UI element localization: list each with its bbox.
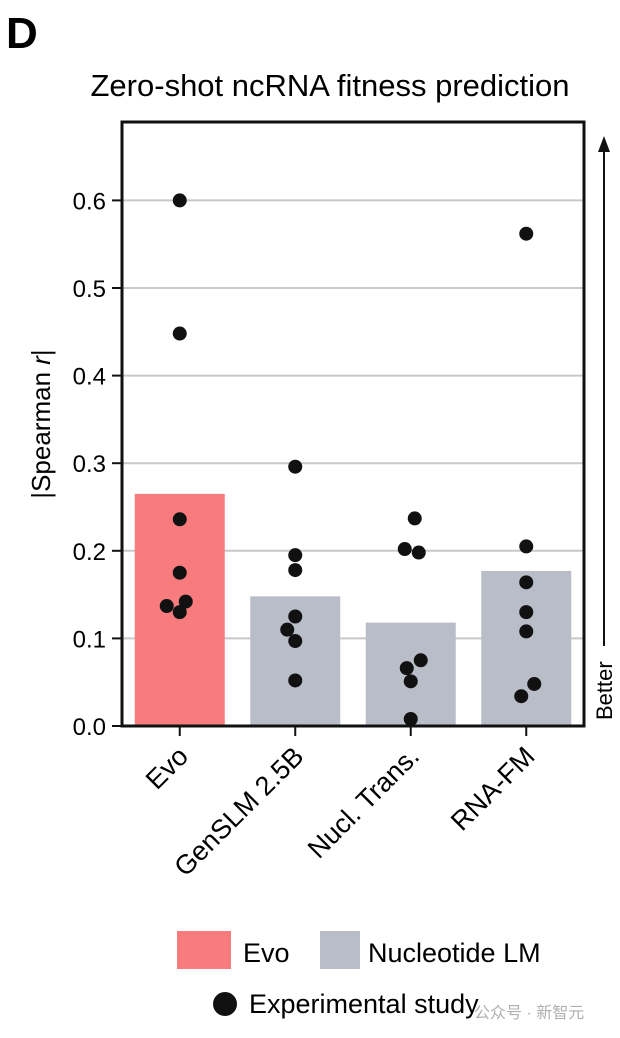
y-tick-label: 0.2 xyxy=(73,539,106,566)
legend-label-nucleotide-lm: Nucleotide LM xyxy=(368,938,541,968)
y-axis-label-prefix: |Spearman xyxy=(26,365,56,499)
y-axis-ticks: 0.0 0.1 0.2 0.3 0.4 0.5 0.6 xyxy=(73,188,122,741)
bars xyxy=(134,493,572,726)
data-point xyxy=(280,622,295,637)
data-point xyxy=(288,459,303,474)
data-point xyxy=(172,512,187,527)
data-point xyxy=(519,539,534,554)
data-point xyxy=(519,605,534,620)
y-axis-label: |Spearman r| xyxy=(26,349,56,498)
data-point xyxy=(514,689,529,704)
data-point xyxy=(519,226,534,241)
y-tick-label: 0.4 xyxy=(73,364,106,391)
legend-marker-point xyxy=(213,992,237,1016)
watermark: 公众号 · 新智元 xyxy=(474,1004,584,1022)
data-point xyxy=(288,673,303,688)
data-point xyxy=(519,575,534,590)
x-tick-label: RNA-FM xyxy=(445,741,540,836)
legend-label-experimental-study: Experimental study xyxy=(249,989,479,1019)
x-tick-label: Evo xyxy=(140,741,194,795)
data-point xyxy=(159,598,174,613)
y-tick-label: 0.1 xyxy=(73,626,106,653)
x-tick-label: Nucl. Trans. xyxy=(302,741,425,864)
y-tick-label: 0.0 xyxy=(73,714,106,741)
y-tick-label: 0.5 xyxy=(73,276,106,303)
data-points xyxy=(159,193,542,726)
y-axis-label-suffix: | xyxy=(26,349,56,356)
y-axis-label-variable: r xyxy=(26,355,56,365)
data-point xyxy=(172,326,187,341)
y-tick-label: 0.3 xyxy=(73,451,106,478)
data-point xyxy=(519,624,534,639)
data-point xyxy=(178,594,193,609)
data-point xyxy=(172,605,187,620)
data-point xyxy=(403,674,418,689)
data-point xyxy=(172,565,187,580)
chart-title: Zero-shot ncRNA fitness prediction xyxy=(91,68,570,103)
better-annotation: Better xyxy=(592,661,617,720)
data-point xyxy=(527,676,542,691)
data-point xyxy=(288,563,303,578)
data-point xyxy=(288,548,303,563)
legend-swatch-nucleotide-lm xyxy=(320,931,360,969)
data-point xyxy=(403,711,418,726)
data-point xyxy=(172,193,187,208)
legend-swatch-evo xyxy=(177,931,231,969)
data-point xyxy=(407,511,422,526)
bar-rna-fm xyxy=(481,570,572,726)
legend: Evo Nucleotide LM Experimental study xyxy=(177,931,541,1019)
plot-frame xyxy=(120,120,586,728)
data-point xyxy=(399,661,414,676)
data-point xyxy=(397,542,412,557)
y-tick-label: 0.6 xyxy=(73,188,106,215)
legend-label-evo: Evo xyxy=(243,938,290,968)
better-arrow xyxy=(598,136,610,646)
panel-label: D xyxy=(6,9,38,58)
data-point xyxy=(288,609,303,624)
data-point xyxy=(413,653,428,668)
data-point xyxy=(411,545,426,560)
data-point xyxy=(288,634,303,649)
bar-nucl-trans- xyxy=(365,622,456,726)
